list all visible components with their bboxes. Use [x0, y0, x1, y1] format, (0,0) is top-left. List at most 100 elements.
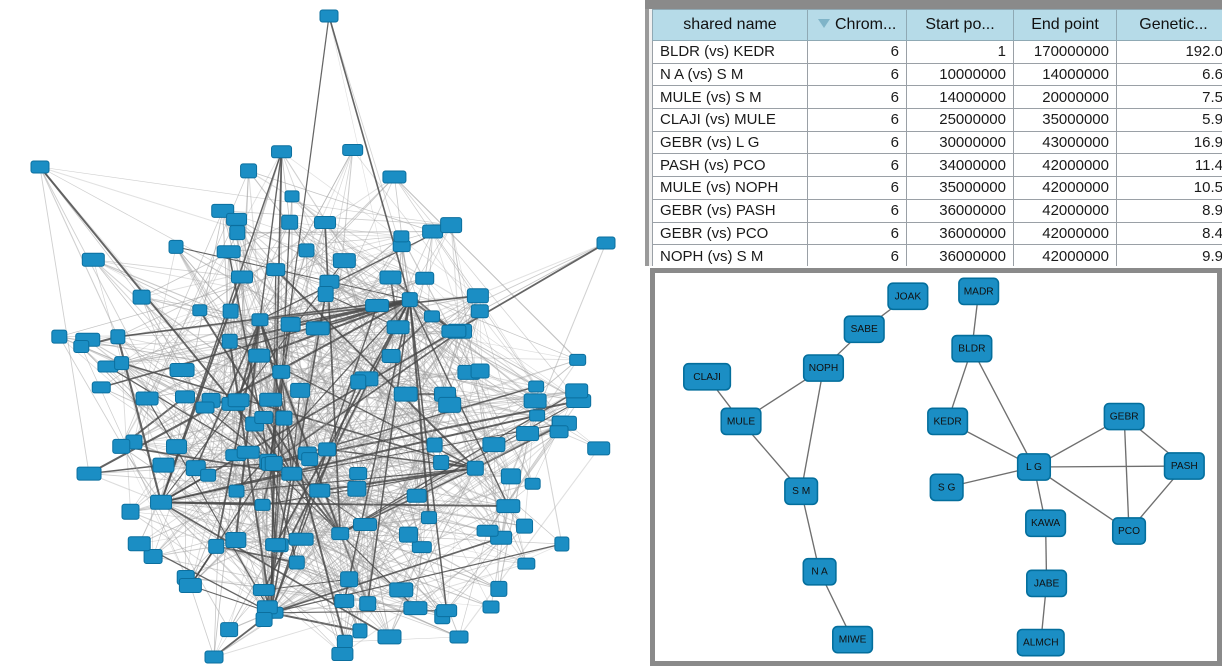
- node[interactable]: [549, 425, 569, 439]
- node[interactable]: [135, 391, 159, 406]
- node-BLDR[interactable]: BLDR: [951, 334, 993, 363]
- node[interactable]: [230, 270, 253, 284]
- node[interactable]: [587, 441, 611, 456]
- node[interactable]: [121, 503, 140, 520]
- node[interactable]: [496, 499, 521, 514]
- cell-shared_name[interactable]: GEBR (vs) PASH: [652, 198, 808, 223]
- node[interactable]: [438, 396, 462, 413]
- node[interactable]: [236, 445, 260, 459]
- node[interactable]: [565, 383, 589, 399]
- cell-shared_name[interactable]: GEBR (vs) L G: [652, 130, 808, 155]
- cell-end_point[interactable]: 42000000: [1013, 153, 1117, 178]
- node[interactable]: [381, 349, 401, 364]
- node[interactable]: [275, 410, 293, 426]
- node[interactable]: [393, 230, 410, 243]
- node[interactable]: [259, 392, 283, 407]
- node-MULE[interactable]: MULE: [720, 407, 762, 436]
- node[interactable]: [309, 483, 331, 498]
- node[interactable]: [359, 596, 377, 612]
- node[interactable]: [342, 144, 364, 156]
- cell-genetic[interactable]: 8.9: [1116, 198, 1222, 223]
- cell-end_point[interactable]: 14000000: [1013, 62, 1117, 87]
- column-header-genetic[interactable]: Genetic...: [1116, 9, 1222, 41]
- cell-chromosome[interactable]: 6: [807, 62, 907, 87]
- node[interactable]: [305, 321, 330, 336]
- table-row[interactable]: GEBR (vs) L G 6 30000000 43000000 16.9: [652, 130, 1222, 155]
- node[interactable]: [426, 437, 443, 453]
- node[interactable]: [415, 271, 435, 285]
- cell-shared_name[interactable]: NOPH (vs) S M: [652, 244, 808, 266]
- cell-genetic[interactable]: 11.4: [1116, 153, 1222, 178]
- node[interactable]: [470, 304, 489, 319]
- cell-start_point[interactable]: 36000000: [906, 244, 1014, 266]
- cell-shared_name[interactable]: MULE (vs) NOPH: [652, 176, 808, 200]
- node[interactable]: [288, 532, 314, 546]
- node[interactable]: [229, 225, 246, 241]
- node[interactable]: [73, 340, 90, 354]
- node[interactable]: [248, 348, 271, 363]
- table-body[interactable]: BLDR (vs) KEDR 6 1 170000000 192.0 N A (vs) S…: [652, 40, 1222, 266]
- node[interactable]: [382, 170, 407, 184]
- node[interactable]: [280, 316, 301, 332]
- cell-chromosome[interactable]: 6: [807, 176, 907, 200]
- table-scroll-region[interactable]: shared name Chrom... Start po... End poi…: [652, 9, 1222, 266]
- table-row[interactable]: MULE (vs) NOPH 6 35000000 42000000 10.5: [652, 176, 1222, 200]
- node-MADR[interactable]: MADR: [958, 277, 1000, 306]
- cell-start_point[interactable]: 36000000: [906, 198, 1014, 223]
- table-row[interactable]: GEBR (vs) PASH 6 36000000 42000000 8.9: [652, 198, 1222, 223]
- node[interactable]: [290, 382, 311, 398]
- node[interactable]: [421, 511, 438, 525]
- node[interactable]: [152, 457, 175, 473]
- node[interactable]: [91, 381, 111, 394]
- node[interactable]: [255, 611, 273, 627]
- node[interactable]: [264, 455, 283, 471]
- edge-table[interactable]: shared name Chrom... Start po... End poi…: [652, 9, 1222, 266]
- node[interactable]: [76, 466, 102, 481]
- cell-shared_name[interactable]: GEBR (vs) PCO: [652, 221, 808, 246]
- node[interactable]: [449, 630, 469, 644]
- node[interactable]: [216, 245, 241, 259]
- node[interactable]: [112, 438, 131, 454]
- cell-end_point[interactable]: 42000000: [1013, 198, 1117, 223]
- node[interactable]: [254, 498, 271, 511]
- node[interactable]: [314, 216, 337, 230]
- edge-GEBR-PCO[interactable]: [1123, 416, 1130, 532]
- cell-genetic[interactable]: 8.4: [1116, 221, 1222, 246]
- node-KEDR[interactable]: KEDR: [927, 407, 969, 436]
- node[interactable]: [436, 604, 458, 618]
- cell-genetic[interactable]: 16.9: [1116, 130, 1222, 155]
- cell-genetic[interactable]: 6.6: [1116, 62, 1222, 87]
- cell-genetic[interactable]: 10.5: [1116, 176, 1222, 200]
- node[interactable]: [423, 310, 440, 323]
- main-network-canvas[interactable]: [0, 0, 645, 669]
- node[interactable]: [411, 541, 432, 554]
- edge-BLDR-LG[interactable]: [971, 348, 1035, 468]
- node[interactable]: [252, 584, 275, 597]
- node[interactable]: [331, 647, 354, 662]
- node[interactable]: [221, 333, 238, 349]
- cell-shared_name[interactable]: CLAJI (vs) MULE: [652, 108, 808, 132]
- subnetwork-panel[interactable]: JOAK SABE NOPH CLAJI MULE S M N A MIWE MADR BLDR K…: [650, 268, 1222, 666]
- edge-NOPH-SM[interactable]: [800, 367, 825, 492]
- node-PCO[interactable]: PCO: [1111, 517, 1147, 545]
- column-header-end-point[interactable]: End point: [1013, 9, 1117, 41]
- node[interactable]: [529, 409, 546, 422]
- node[interactable]: [490, 580, 508, 597]
- node[interactable]: [225, 532, 247, 549]
- node[interactable]: [349, 467, 368, 481]
- node[interactable]: [334, 594, 355, 609]
- cell-chromosome[interactable]: 6: [807, 85, 907, 110]
- node[interactable]: [433, 454, 450, 470]
- table-row[interactable]: GEBR (vs) PCO 6 36000000 42000000 8.4: [652, 221, 1222, 246]
- node[interactable]: [228, 484, 245, 498]
- node[interactable]: [204, 650, 224, 664]
- node[interactable]: [169, 363, 195, 378]
- node-KAWA[interactable]: KAWA: [1025, 509, 1067, 538]
- node[interactable]: [441, 324, 467, 338]
- node[interactable]: [284, 190, 300, 203]
- node[interactable]: [319, 9, 339, 23]
- node[interactable]: [192, 304, 208, 317]
- node-MIWE[interactable]: MIWE: [832, 625, 874, 654]
- cell-end_point[interactable]: 42000000: [1013, 221, 1117, 246]
- table-row[interactable]: BLDR (vs) KEDR 6 1 170000000 192.0: [652, 40, 1222, 64]
